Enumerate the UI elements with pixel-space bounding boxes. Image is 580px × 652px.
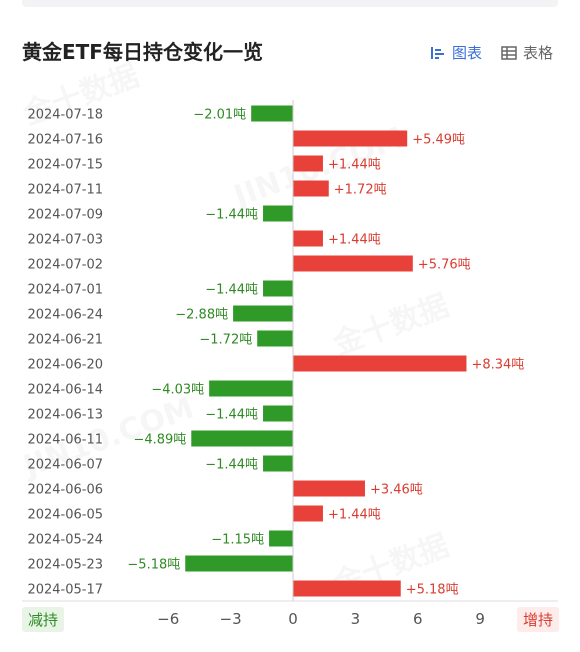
category-label: 2024-06-21 (27, 333, 103, 348)
category-label: 2024-05-17 (27, 583, 103, 598)
category-label: 2024-06-06 (27, 483, 103, 498)
category-label: 2024-06-13 (27, 408, 103, 423)
data-label: +8.34吨 (471, 358, 524, 373)
bar (293, 480, 365, 497)
bar (293, 130, 408, 147)
page-title: 黄金ETF每日持仓变化一览 (22, 40, 263, 64)
data-label: +5.49吨 (412, 133, 465, 148)
x-tick-label: −6 (157, 610, 179, 628)
increase-badge: 增持 (517, 607, 560, 632)
bar (269, 530, 293, 547)
data-label: −1.44吨 (205, 283, 258, 298)
data-label: −1.72吨 (199, 333, 252, 348)
category-label: 2024-07-15 (27, 158, 103, 173)
data-label: −5.18吨 (127, 558, 180, 573)
view-table-label: 表格 (523, 44, 554, 62)
top-strip (22, 0, 558, 7)
data-label: −1.15吨 (211, 533, 264, 548)
data-label: −4.03吨 (151, 383, 204, 398)
data-label: −4.89吨 (133, 433, 186, 448)
category-label: 2024-07-11 (27, 183, 103, 198)
category-label: 2024-06-14 (27, 383, 103, 398)
view-chart-label: 图表 (452, 44, 483, 62)
category-label: 2024-07-09 (27, 208, 103, 223)
bar (293, 230, 323, 247)
category-label: 2024-06-05 (27, 508, 103, 523)
data-label: +1.72吨 (334, 183, 387, 198)
bar (263, 455, 293, 472)
data-label: +1.44吨 (328, 233, 381, 248)
category-label: 2024-06-07 (27, 458, 103, 473)
category-label: 2024-06-24 (27, 308, 103, 323)
category-label: 2024-06-11 (27, 433, 103, 448)
bar (293, 355, 467, 372)
x-tick-label: 3 (351, 610, 361, 628)
data-label: −2.88吨 (175, 308, 228, 323)
category-label: 2024-06-20 (27, 358, 103, 373)
bar (191, 430, 293, 447)
view-table-toggle[interactable]: 表格 (501, 42, 553, 63)
bar (263, 280, 293, 297)
category-label: 2024-05-23 (27, 558, 103, 573)
data-label: −1.44吨 (205, 458, 258, 473)
bar (293, 505, 323, 522)
bar (257, 330, 293, 347)
data-label: +5.18吨 (406, 583, 459, 598)
x-tick-label: 9 (475, 610, 485, 628)
category-label: 2024-07-02 (27, 258, 103, 273)
table-icon (501, 45, 517, 60)
data-label: −1.44吨 (205, 408, 258, 423)
data-label: +5.76吨 (418, 258, 471, 273)
bar (293, 155, 323, 172)
bar (293, 255, 413, 272)
bar (209, 380, 293, 397)
bar (251, 105, 293, 122)
x-tick-label: −3 (220, 610, 242, 628)
category-label: 2024-07-18 (27, 108, 103, 123)
data-label: +1.44吨 (328, 508, 381, 523)
category-label: 2024-07-03 (27, 233, 103, 248)
x-tick-label: 0 (288, 610, 298, 628)
view-chart-toggle[interactable]: 图表 (430, 42, 482, 63)
bar (293, 580, 401, 597)
decrease-badge: 减持 (22, 607, 65, 632)
category-label: 2024-07-16 (27, 133, 103, 148)
bar (185, 555, 293, 572)
category-label: 2024-07-01 (27, 283, 103, 298)
bar (293, 180, 329, 197)
x-tick-label: 6 (413, 610, 423, 628)
bar (233, 305, 293, 322)
bar (263, 205, 293, 222)
category-label: 2024-05-24 (27, 533, 103, 548)
data-label: −1.44吨 (205, 208, 258, 223)
data-label: +3.46吨 (370, 483, 423, 498)
bar (263, 405, 293, 422)
bar-chart-icon (431, 46, 444, 59)
data-label: +1.44吨 (328, 158, 381, 173)
data-label: −2.01吨 (193, 108, 246, 123)
